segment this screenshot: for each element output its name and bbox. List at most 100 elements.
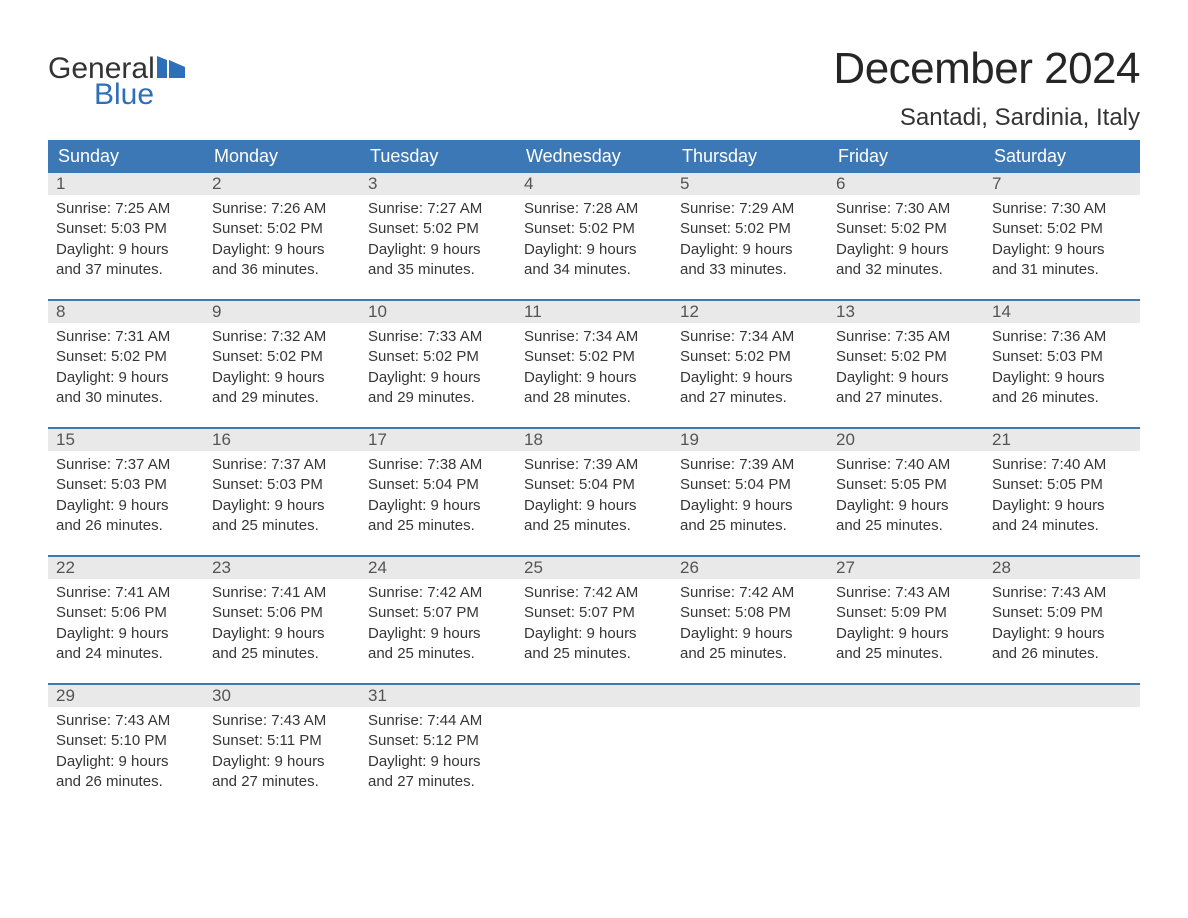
daylight-line-1: Daylight: 9 hours [524, 368, 664, 388]
sunset: Sunset: 5:02 PM [680, 219, 820, 239]
sunset: Sunset: 5:03 PM [212, 475, 352, 495]
sunset: Sunset: 5:05 PM [836, 475, 976, 495]
daylight-line-1: Daylight: 9 hours [56, 752, 196, 772]
day-cell: 13Sunrise: 7:35 AMSunset: 5:02 PMDayligh… [828, 301, 984, 427]
title-block: December 2024 Santadi, Sardinia, Italy [833, 20, 1140, 132]
sunset: Sunset: 5:07 PM [524, 603, 664, 623]
sunrise: Sunrise: 7:34 AM [680, 327, 820, 347]
weekday-saturday: Saturday [984, 140, 1140, 173]
day-body: Sunrise: 7:43 AMSunset: 5:09 PMDaylight:… [828, 579, 984, 672]
day-number: 16 [204, 429, 360, 451]
day-cell: 27Sunrise: 7:43 AMSunset: 5:09 PMDayligh… [828, 557, 984, 683]
daylight-line-2: and 26 minutes. [992, 644, 1132, 664]
sunrise: Sunrise: 7:26 AM [212, 199, 352, 219]
sunrise: Sunrise: 7:38 AM [368, 455, 508, 475]
daylight-line-1: Daylight: 9 hours [368, 496, 508, 516]
daylight-line-1: Daylight: 9 hours [680, 368, 820, 388]
daylight-line-1: Daylight: 9 hours [836, 496, 976, 516]
daylight-line-2: and 25 minutes. [368, 516, 508, 536]
sunrise: Sunrise: 7:40 AM [992, 455, 1132, 475]
day-body: Sunrise: 7:26 AMSunset: 5:02 PMDaylight:… [204, 195, 360, 288]
sunrise: Sunrise: 7:40 AM [836, 455, 976, 475]
weekday-monday: Monday [204, 140, 360, 173]
day-body: Sunrise: 7:30 AMSunset: 5:02 PMDaylight:… [828, 195, 984, 288]
daylight-line-1: Daylight: 9 hours [524, 624, 664, 644]
day-number: 22 [48, 557, 204, 579]
daylight-line-2: and 27 minutes. [836, 388, 976, 408]
logo: General Blue [48, 52, 191, 112]
weekday-wednesday: Wednesday [516, 140, 672, 173]
sunrise: Sunrise: 7:33 AM [368, 327, 508, 347]
sunset: Sunset: 5:02 PM [524, 219, 664, 239]
daylight-line-1: Daylight: 9 hours [212, 752, 352, 772]
weekday-friday: Friday [828, 140, 984, 173]
day-number: 26 [672, 557, 828, 579]
day-number: 29 [48, 685, 204, 707]
daylight-line-2: and 25 minutes. [212, 644, 352, 664]
day-cell: 24Sunrise: 7:42 AMSunset: 5:07 PMDayligh… [360, 557, 516, 683]
day-cell [516, 685, 672, 811]
day-body: Sunrise: 7:28 AMSunset: 5:02 PMDaylight:… [516, 195, 672, 288]
day-number: 3 [360, 173, 516, 195]
day-body: Sunrise: 7:25 AMSunset: 5:03 PMDaylight:… [48, 195, 204, 288]
day-number: 24 [360, 557, 516, 579]
week-row: 29Sunrise: 7:43 AMSunset: 5:10 PMDayligh… [48, 683, 1140, 811]
day-number: 30 [204, 685, 360, 707]
empty-day [984, 685, 1140, 707]
day-body: Sunrise: 7:42 AMSunset: 5:08 PMDaylight:… [672, 579, 828, 672]
day-number: 19 [672, 429, 828, 451]
day-number: 13 [828, 301, 984, 323]
sunset: Sunset: 5:02 PM [212, 347, 352, 367]
sunset: Sunset: 5:03 PM [56, 475, 196, 495]
daylight-line-2: and 27 minutes. [680, 388, 820, 408]
sunset: Sunset: 5:11 PM [212, 731, 352, 751]
daylight-line-2: and 25 minutes. [212, 516, 352, 536]
sunset: Sunset: 5:02 PM [368, 347, 508, 367]
day-cell: 17Sunrise: 7:38 AMSunset: 5:04 PMDayligh… [360, 429, 516, 555]
week-row: 1Sunrise: 7:25 AMSunset: 5:03 PMDaylight… [48, 173, 1140, 299]
sunrise: Sunrise: 7:34 AM [524, 327, 664, 347]
daylight-line-1: Daylight: 9 hours [212, 240, 352, 260]
day-body: Sunrise: 7:27 AMSunset: 5:02 PMDaylight:… [360, 195, 516, 288]
empty-day [672, 685, 828, 707]
day-body: Sunrise: 7:34 AMSunset: 5:02 PMDaylight:… [672, 323, 828, 416]
sunrise: Sunrise: 7:37 AM [56, 455, 196, 475]
sunset: Sunset: 5:04 PM [524, 475, 664, 495]
day-cell [828, 685, 984, 811]
sunset: Sunset: 5:02 PM [992, 219, 1132, 239]
page-title: December 2024 [833, 44, 1140, 94]
day-cell: 28Sunrise: 7:43 AMSunset: 5:09 PMDayligh… [984, 557, 1140, 683]
sunset: Sunset: 5:12 PM [368, 731, 508, 751]
day-cell: 21Sunrise: 7:40 AMSunset: 5:05 PMDayligh… [984, 429, 1140, 555]
weeks-container: 1Sunrise: 7:25 AMSunset: 5:03 PMDaylight… [48, 173, 1140, 811]
flag-icon [157, 52, 191, 86]
sunset: Sunset: 5:03 PM [992, 347, 1132, 367]
day-body: Sunrise: 7:36 AMSunset: 5:03 PMDaylight:… [984, 323, 1140, 416]
day-cell: 16Sunrise: 7:37 AMSunset: 5:03 PMDayligh… [204, 429, 360, 555]
daylight-line-2: and 34 minutes. [524, 260, 664, 280]
sunrise: Sunrise: 7:43 AM [56, 711, 196, 731]
sunrise: Sunrise: 7:39 AM [680, 455, 820, 475]
daylight-line-2: and 24 minutes. [56, 644, 196, 664]
daylight-line-1: Daylight: 9 hours [992, 624, 1132, 644]
day-body: Sunrise: 7:31 AMSunset: 5:02 PMDaylight:… [48, 323, 204, 416]
sunset: Sunset: 5:06 PM [56, 603, 196, 623]
day-cell: 4Sunrise: 7:28 AMSunset: 5:02 PMDaylight… [516, 173, 672, 299]
day-body: Sunrise: 7:37 AMSunset: 5:03 PMDaylight:… [48, 451, 204, 544]
daylight-line-1: Daylight: 9 hours [992, 496, 1132, 516]
day-cell: 26Sunrise: 7:42 AMSunset: 5:08 PMDayligh… [672, 557, 828, 683]
day-cell [984, 685, 1140, 811]
day-number: 31 [360, 685, 516, 707]
day-cell: 29Sunrise: 7:43 AMSunset: 5:10 PMDayligh… [48, 685, 204, 811]
daylight-line-1: Daylight: 9 hours [524, 240, 664, 260]
day-body: Sunrise: 7:32 AMSunset: 5:02 PMDaylight:… [204, 323, 360, 416]
day-number: 25 [516, 557, 672, 579]
sunset: Sunset: 5:02 PM [56, 347, 196, 367]
daylight-line-1: Daylight: 9 hours [836, 368, 976, 388]
day-cell: 11Sunrise: 7:34 AMSunset: 5:02 PMDayligh… [516, 301, 672, 427]
sunset: Sunset: 5:04 PM [368, 475, 508, 495]
day-cell: 7Sunrise: 7:30 AMSunset: 5:02 PMDaylight… [984, 173, 1140, 299]
day-number: 21 [984, 429, 1140, 451]
day-number: 5 [672, 173, 828, 195]
day-number: 8 [48, 301, 204, 323]
